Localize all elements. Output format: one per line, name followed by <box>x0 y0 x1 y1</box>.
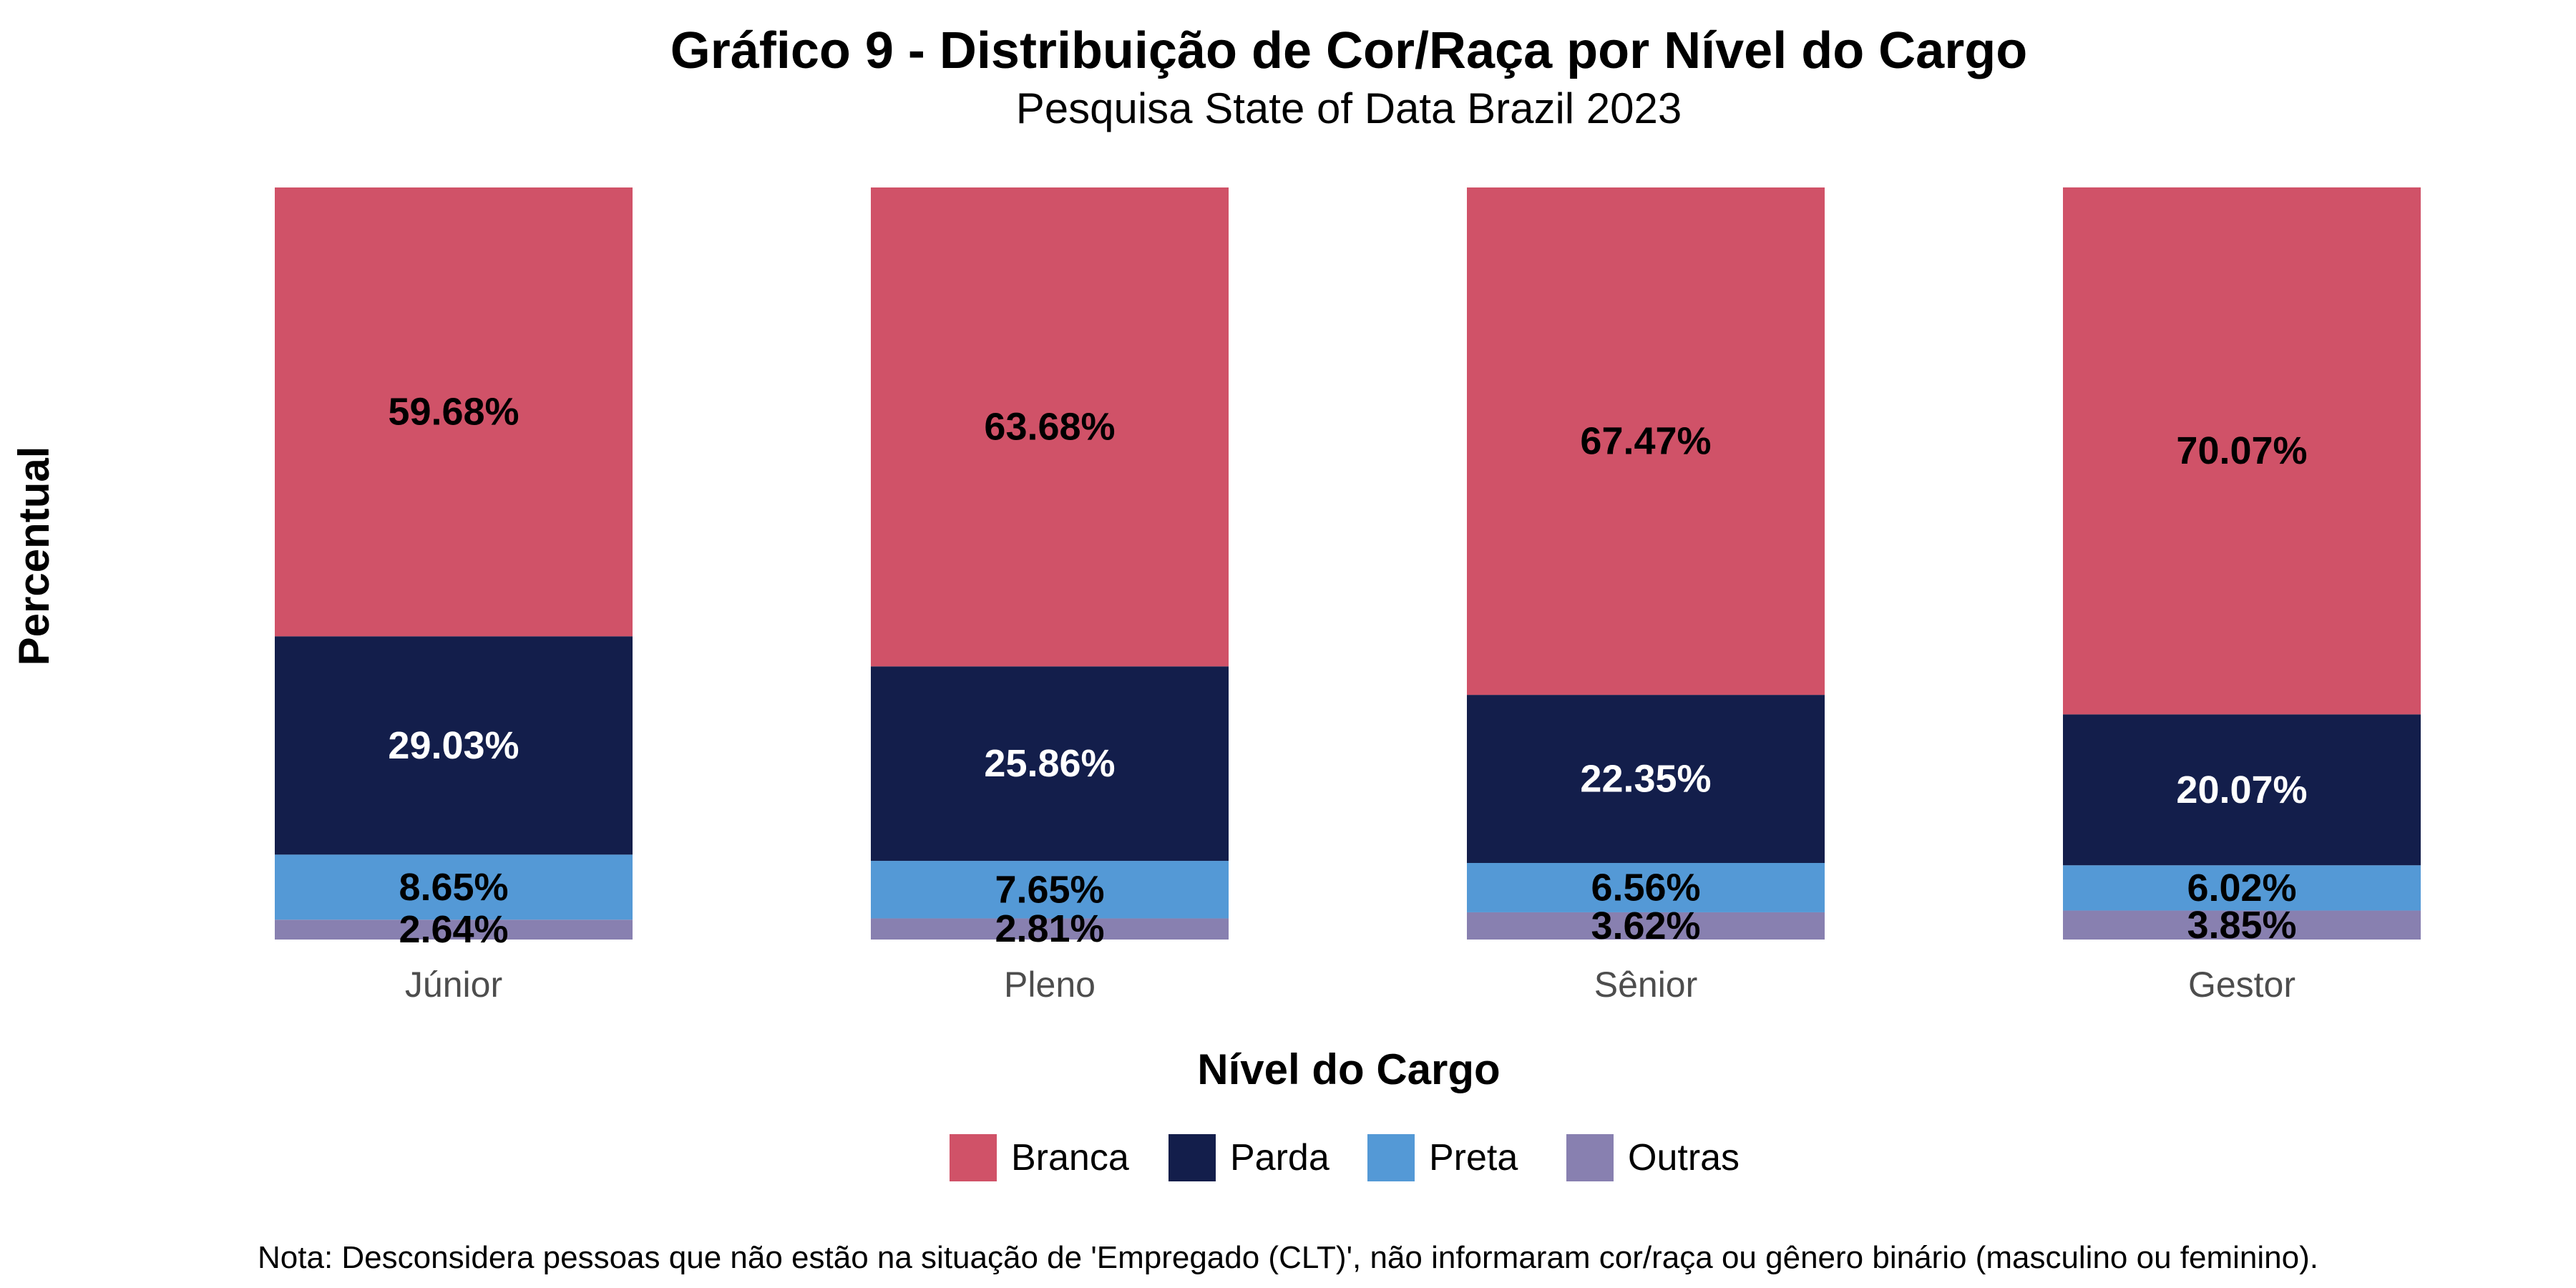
x-axis-title: Nível do Cargo <box>1197 1045 1500 1093</box>
data-label-parda-2: 22.35% <box>1580 758 1711 801</box>
data-label-parda-0: 29.03% <box>388 724 519 767</box>
data-label-outras-0: 2.64% <box>399 908 508 951</box>
bar-preta-0 <box>275 854 633 920</box>
x-axis-ticks: Júnior Pleno Sênior Gestor <box>405 965 2296 1005</box>
legend-label-parda: Parda <box>1230 1137 1330 1179</box>
bar-preta-2 <box>1467 863 1825 912</box>
x-tick-label: Pleno <box>1004 965 1096 1005</box>
legend: Branca Parda Preta Outras <box>950 1134 1740 1181</box>
data-label-outras-2: 3.62% <box>1591 904 1700 947</box>
bar-outras-3 <box>2063 910 2421 940</box>
x-tick-label: Júnior <box>405 965 502 1005</box>
x-tick-label: Gestor <box>2188 965 2296 1005</box>
bar-parda-1 <box>871 666 1229 862</box>
legend-item-preta: Preta <box>1367 1134 1518 1181</box>
legend-swatch-parda <box>1169 1134 1216 1181</box>
data-label-parda-3: 20.07% <box>2176 769 2307 811</box>
data-label-preta-1: 7.65% <box>995 868 1104 911</box>
data-label-branca-3: 70.07% <box>2176 429 2307 472</box>
data-label-parda-1: 25.86% <box>984 742 1115 785</box>
legend-item-parda: Parda <box>1169 1134 1330 1181</box>
bar-outras-2 <box>1467 912 1825 940</box>
data-label-outras-1: 2.81% <box>995 907 1104 950</box>
legend-swatch-branca <box>950 1134 997 1181</box>
bar-parda-2 <box>1467 695 1825 864</box>
x-tick-label: Sênior <box>1594 965 1698 1005</box>
bar-parda-0 <box>275 636 633 855</box>
bar-parda-3 <box>2063 714 2421 866</box>
data-label-preta-0: 8.65% <box>399 866 508 909</box>
chart-title: Gráfico 9 - Distribuição de Cor/Raça por… <box>670 22 2027 79</box>
chart-subtitle: Pesquisa State of Data Brazil 2023 <box>1016 84 1682 132</box>
bar-branca-1 <box>871 187 1229 667</box>
bars-group: 2.64%8.65% 29.03% 59.68% 2.81%7.65% 25.86% 63… <box>275 187 2421 951</box>
data-label-preta-2: 6.56% <box>1591 866 1700 909</box>
bar-outras-0 <box>275 919 633 940</box>
chart-note: Nota: Desconsidera pessoas que não estão… <box>258 1240 2318 1275</box>
bar-branca-0 <box>275 187 633 637</box>
bar-branca-2 <box>1467 187 1825 696</box>
data-label-branca-2: 67.47% <box>1580 420 1711 463</box>
data-label-branca-1: 63.68% <box>984 406 1115 449</box>
legend-swatch-outras <box>1566 1134 1614 1181</box>
bar-branca-3 <box>2063 187 2421 715</box>
legend-item-branca: Branca <box>950 1134 1129 1181</box>
legend-label-outras: Outras <box>1628 1137 1740 1179</box>
data-label-branca-0: 59.68% <box>388 391 519 434</box>
bar-preta-3 <box>2063 865 2421 911</box>
data-label-outras-3: 3.85% <box>2187 904 2296 947</box>
legend-item-outras: Outras <box>1566 1134 1740 1181</box>
legend-label-branca: Branca <box>1011 1137 1129 1179</box>
data-label-preta-3: 6.02% <box>2187 867 2296 909</box>
y-axis-title: Percentual <box>10 447 58 666</box>
legend-label-preta: Preta <box>1429 1137 1518 1179</box>
bar-preta-1 <box>871 861 1229 919</box>
legend-swatch-preta <box>1367 1134 1415 1181</box>
bar-outras-1 <box>871 918 1229 940</box>
